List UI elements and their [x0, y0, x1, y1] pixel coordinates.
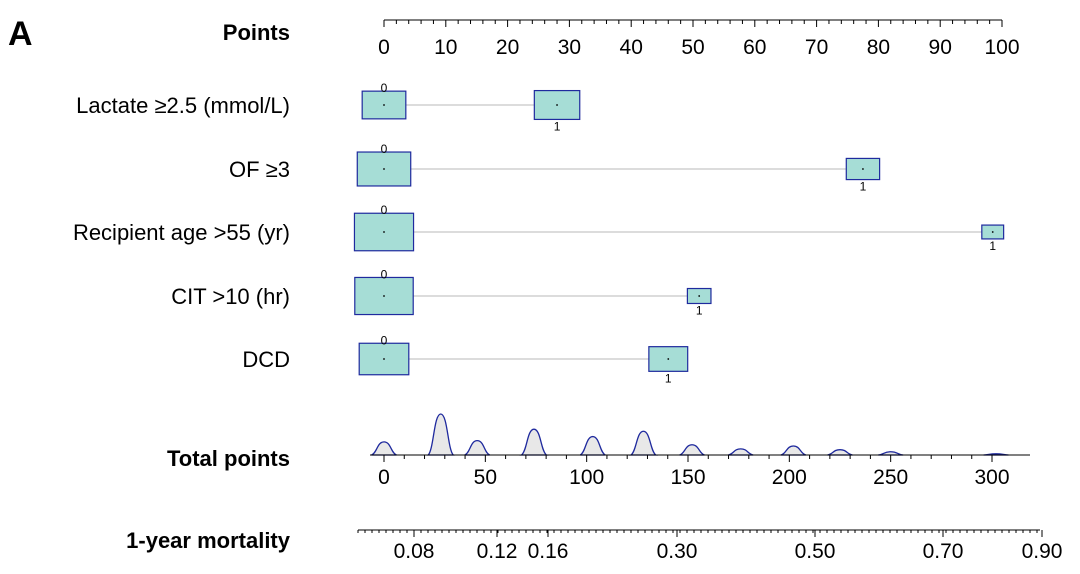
points-tick-label: 70 — [805, 36, 828, 59]
predictor-label: OF ≥3 — [229, 157, 290, 182]
level-center-dot — [862, 168, 864, 170]
outcome-axis-label: 1-year mortality — [126, 528, 291, 553]
level-label: 1 — [989, 239, 996, 253]
points-tick-label: 40 — [620, 36, 643, 59]
level-center-dot — [991, 231, 994, 233]
points-tick-label: 20 — [496, 36, 519, 59]
total-points-axis-label: Total points — [167, 446, 290, 471]
level-label: 0 — [381, 203, 388, 217]
outcome-tick-label: 0.90 — [1022, 540, 1063, 563]
level-label: 0 — [381, 81, 388, 95]
distribution-peak — [519, 428, 549, 456]
outcome-axis: 0.08 0.12 0.16 0.30 0.50 0.70 0.90 — [357, 529, 1063, 563]
points-tick-label: 0 — [378, 36, 390, 59]
level-label: 1 — [696, 303, 703, 317]
outcome-tick-label: 0.08 — [394, 540, 435, 563]
level-label: 1 — [860, 180, 867, 194]
outcome-tick-label: 0.16 — [528, 540, 569, 563]
total-points-distribution — [371, 413, 1009, 456]
distribution-peak — [827, 449, 853, 456]
level-label: 0 — [381, 142, 388, 156]
predictor-label: Lactate ≥2.5 (mmol/L) — [76, 93, 290, 118]
predictor-row: Recipient age >55 (yr) 0 1 — [73, 203, 1005, 253]
level-center-dot — [667, 358, 670, 360]
total-tick-label: 250 — [873, 466, 908, 489]
total-tick-label: 0 — [378, 466, 390, 489]
points-tick-label: 80 — [867, 36, 890, 59]
distribution-peak — [679, 444, 705, 456]
predictor-label: CIT >10 (hr) — [171, 284, 290, 309]
total-tick-label: 150 — [670, 466, 705, 489]
level-center-dot — [383, 104, 385, 106]
panel-label: A — [8, 15, 33, 53]
level-center-dot — [383, 295, 385, 297]
distribution-peak — [728, 448, 754, 456]
total-tick-label: 200 — [772, 466, 807, 489]
points-tick-label: 30 — [558, 36, 581, 59]
points-axis: 0 10 20 30 40 50 60 70 80 90 100 — [378, 19, 1020, 59]
predictor-label: Recipient age >55 (yr) — [73, 220, 290, 245]
distribution-peak — [371, 441, 397, 456]
total-points-axis: 0 50 100 150 200 250 300 — [370, 454, 1030, 489]
predictor-label: DCD — [242, 347, 290, 372]
level-center-dot — [383, 231, 385, 233]
points-tick-label: 10 — [434, 36, 457, 59]
predictor-row: OF ≥3 0 1 — [229, 142, 881, 194]
level-center-dot — [383, 358, 385, 360]
distribution-peak — [464, 439, 491, 456]
predictor-row: DCD 0 1 — [242, 333, 689, 385]
distribution-peak — [579, 435, 606, 456]
outcome-tick-label: 0.50 — [795, 540, 836, 563]
level-label: 0 — [381, 333, 388, 347]
points-tick-label: 50 — [681, 36, 704, 59]
level-label: 0 — [381, 267, 388, 281]
level-label: 1 — [554, 119, 561, 133]
points-tick-label: 100 — [984, 36, 1019, 59]
total-tick-label: 100 — [569, 466, 604, 489]
distribution-peak — [426, 413, 455, 456]
distribution-peak — [628, 430, 659, 456]
outcome-tick-label: 0.70 — [923, 540, 964, 563]
distribution-peak — [780, 445, 807, 456]
level-center-dot — [383, 168, 385, 170]
level-center-dot — [698, 295, 701, 297]
level-label: 1 — [665, 371, 672, 385]
points-tick-label: 60 — [743, 36, 766, 59]
distribution-peak — [878, 451, 904, 456]
total-tick-label: 300 — [974, 466, 1009, 489]
total-tick-label: 50 — [474, 466, 497, 489]
points-axis-label: Points — [223, 20, 290, 45]
level-center-dot — [556, 104, 558, 106]
outcome-tick-label: 0.30 — [657, 540, 698, 563]
predictor-row: Lactate ≥2.5 (mmol/L) 0 1 — [76, 81, 581, 133]
points-tick-label: 90 — [929, 36, 952, 59]
outcome-tick-label: 0.12 — [477, 540, 518, 563]
predictor-row: CIT >10 (hr) 0 1 — [171, 267, 712, 317]
